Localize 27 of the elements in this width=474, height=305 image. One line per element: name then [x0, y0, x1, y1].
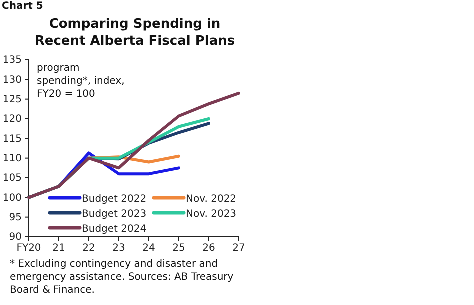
caption: Chart 5 — [2, 1, 44, 12]
legend-label: Budget 2022 — [82, 194, 147, 205]
x-tick-label: 21 — [52, 243, 66, 254]
chart-title: Comparing Spending in Recent Alberta Fiscal Plans — [34, 16, 236, 50]
y-tick-label: 95 — [9, 212, 22, 224]
text: * Excluding contingency and disaster and emergency assistance. Sources: AB Treasury Board & Finance. — [10, 258, 235, 297]
y-tick-label: 120 — [2, 114, 22, 126]
x-tick-label: 23 — [112, 243, 126, 254]
legend-label: Nov. 2022 — [186, 194, 237, 205]
y-tick-label: 90 — [9, 232, 22, 244]
y-tick-label: 110 — [2, 154, 22, 165]
legend-label: Budget 2024 — [82, 224, 147, 235]
y-axis-title: program spending*, index, FY20 = 100 — [37, 62, 126, 101]
y-tick-label: 130 — [2, 74, 22, 86]
x-tick-label: 24 — [142, 243, 156, 254]
x-tick-label: 25 — [172, 243, 186, 254]
y-tick-label: 135 — [2, 55, 22, 66]
y-tick-label: 115 — [2, 134, 22, 145]
y-tick-label: 105 — [2, 173, 22, 184]
y-tick-label: 125 — [2, 94, 22, 106]
legend-label: Budget 2023 — [82, 209, 147, 220]
x-tick-label: FY20 — [16, 243, 42, 254]
x-tick-label: 26 — [202, 243, 216, 254]
y-tick-label: 100 — [2, 192, 22, 204]
x-tick-label: 27 — [232, 243, 246, 254]
x-tick-label: 22 — [82, 243, 96, 254]
legend-label: Nov. 2023 — [186, 209, 237, 220]
